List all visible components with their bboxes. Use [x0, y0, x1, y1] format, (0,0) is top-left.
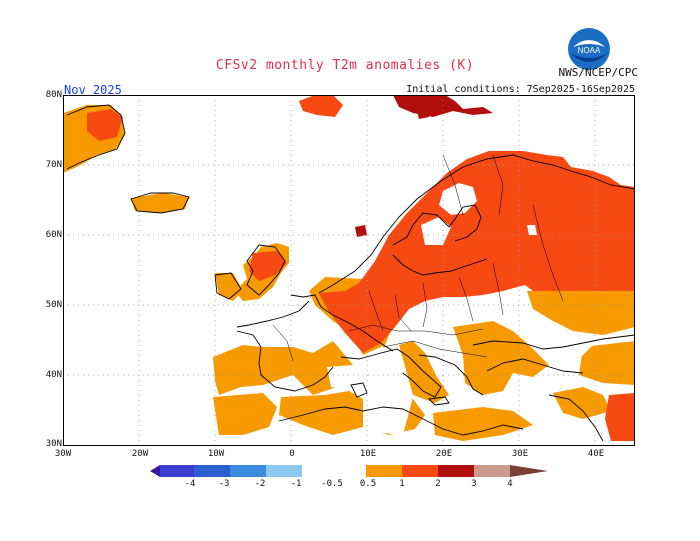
colorbar-label-4: -1	[290, 479, 302, 489]
coastlines	[66, 104, 635, 442]
colorbar-label-3: -2	[254, 479, 266, 489]
colorbar-swatch-1-2	[402, 465, 438, 477]
lon-label-20w: 20W	[131, 449, 149, 459]
lat-label-50n: 50N	[45, 300, 62, 310]
lat-label-60n: 60N	[45, 230, 62, 240]
colorbar-swatch-3-2	[194, 465, 230, 477]
colorbar-swatch-05-1	[366, 465, 402, 477]
noaa-logo-text: NOAA	[578, 46, 601, 55]
agency-label: NWS/NCEP/CPC	[558, 66, 638, 79]
anomaly-map	[63, 95, 635, 446]
colorbar	[150, 465, 548, 477]
colorbar-label-7: 1	[399, 479, 405, 489]
colorbar-swatch-2-3	[438, 465, 474, 477]
colorbar-label-2: -3	[218, 479, 230, 489]
initial-conditions-label: Initial conditions: 7Sep2025-16Sep2025	[406, 84, 635, 95]
lon-label-0: 0	[289, 449, 295, 459]
lon-label-30w: 30W	[54, 449, 72, 459]
lon-label-40e: 40E	[587, 449, 605, 459]
colorbar-swatch-4-3	[160, 465, 194, 477]
colorbar-swatch-gt-4	[510, 465, 548, 477]
colorbar-swatch-neutral	[302, 465, 366, 477]
lat-label-30n: 30N	[45, 439, 62, 449]
map-frame	[63, 95, 635, 446]
colorbar-label-8: 2	[435, 479, 441, 489]
colorbar-label-5: -0.5	[321, 479, 343, 489]
anomaly-fill-1-2	[87, 95, 635, 441]
colorbar-label-9: 3	[471, 479, 477, 489]
colorbar-swatch-3-4	[474, 465, 510, 477]
chart-title: CFSv2 monthly T2m anomalies (K)	[215, 58, 475, 73]
colorbar-swatch-lt-4	[150, 465, 160, 477]
lon-label-30e: 30E	[511, 449, 529, 459]
month-label: Nov 2025	[64, 83, 122, 97]
lon-label-10e: 10E	[359, 449, 377, 459]
noaa-logo: NOAA	[567, 27, 611, 71]
country-borders	[272, 154, 564, 362]
lat-label-40n: 40N	[45, 370, 62, 380]
colorbar-label-6: 0.5	[359, 479, 377, 489]
colorbar-swatch-2-1	[230, 465, 266, 477]
colorbar-swatch-1-05	[266, 465, 302, 477]
lon-label-10w: 10W	[207, 449, 225, 459]
colorbar-label-1: -4	[184, 479, 196, 489]
lon-label-20e: 20E	[435, 449, 453, 459]
lat-label-80n: 80N	[45, 90, 62, 100]
near-zero-regions	[327, 167, 593, 435]
graticule	[63, 95, 635, 446]
colorbar-label-10: 4	[507, 479, 513, 489]
lat-label-70n: 70N	[45, 160, 62, 170]
